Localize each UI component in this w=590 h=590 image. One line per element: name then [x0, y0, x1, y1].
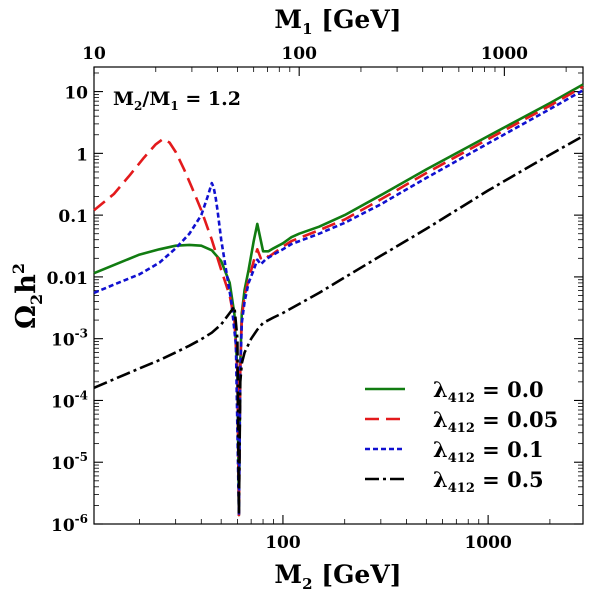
- legend-label-3: λ412 = 0.5: [433, 467, 544, 496]
- y-tick-label: 10-4: [51, 388, 88, 412]
- x2-tick-label: 100: [281, 44, 317, 64]
- y-axis-label: Ω2h2: [9, 263, 46, 329]
- y-tick-label: 0.01: [47, 269, 88, 289]
- y-tick-label: 0.1: [58, 207, 88, 227]
- x-tick-label: 100: [265, 533, 301, 553]
- x-axis-label: M2 [GeV]: [274, 560, 401, 590]
- axis-ticks: [93, 67, 583, 525]
- y-tick-label: 10-3: [51, 327, 88, 351]
- series-line-0: [93, 83, 584, 517]
- y-tick-label: 10-5: [51, 450, 88, 474]
- series-group: [93, 83, 584, 517]
- legend-label-1: λ412 = 0.05: [433, 407, 558, 436]
- y-tick-label: 1: [76, 145, 88, 165]
- x-tick-label: 1000: [464, 533, 511, 553]
- legend-label-0: λ412 = 0.0: [433, 377, 544, 406]
- annotation-ratio: M2/M1 = 1.2: [113, 88, 241, 113]
- y-tick-label: 10-6: [51, 512, 88, 536]
- x2-tick-label: 1000: [481, 44, 528, 64]
- series-line-2: [93, 89, 584, 517]
- x2-tick-label: 10: [82, 44, 106, 64]
- legend-label-2: λ412 = 0.1: [433, 437, 544, 466]
- x2-axis-label: M1 [GeV]: [274, 5, 401, 38]
- series-line-3: [93, 134, 584, 517]
- y-tick-label: 10: [64, 84, 88, 104]
- tick-labels: 100 1000 10 100 1000 10 1 0.1 0.01 10-3 10-4 10-5 10…: [47, 44, 529, 553]
